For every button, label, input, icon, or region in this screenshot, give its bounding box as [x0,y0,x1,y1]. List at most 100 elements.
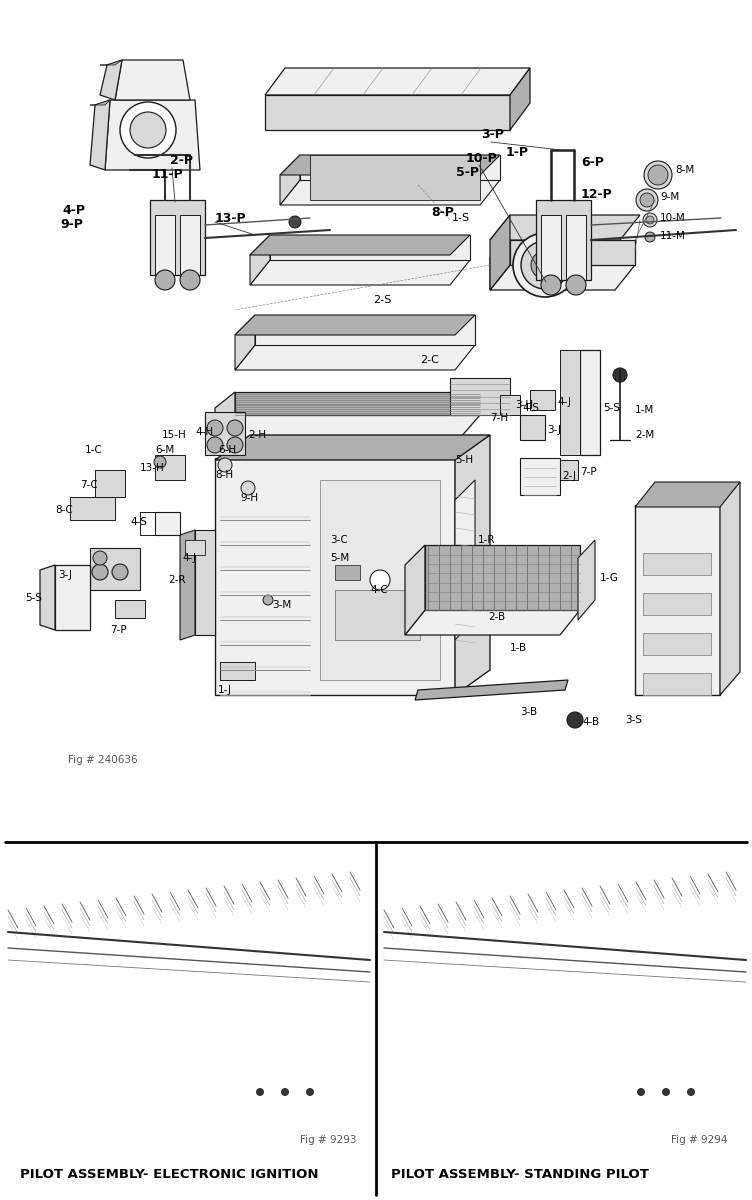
Text: 8-M: 8-M [675,164,694,175]
Text: 2-J: 2-J [562,470,576,481]
Text: 4-S: 4-S [522,403,539,413]
Bar [643,553,711,575]
Bar [335,590,420,640]
Polygon shape [205,415,235,440]
Polygon shape [180,530,195,640]
Circle shape [645,232,655,242]
Circle shape [637,1088,645,1096]
Polygon shape [415,680,568,700]
Circle shape [180,270,200,290]
Polygon shape [150,200,205,275]
Text: 7-C: 7-C [80,480,98,490]
Circle shape [207,437,223,452]
Text: 4-P: 4-P [62,204,85,216]
Polygon shape [235,346,475,370]
Polygon shape [510,68,530,130]
Text: Fig # 9294: Fig # 9294 [671,1135,727,1145]
Circle shape [636,188,658,211]
Text: 2-P: 2-P [170,154,193,167]
Bar [643,593,711,614]
Text: 1-S: 1-S [452,214,470,223]
Text: 9-M: 9-M [660,192,679,202]
Text: 3-C: 3-C [330,535,347,545]
Text: 7-P: 7-P [580,467,596,476]
Polygon shape [520,458,560,494]
Circle shape [646,216,654,224]
Text: 1-C: 1-C [85,445,103,455]
Polygon shape [635,505,720,695]
Text: 9-H: 9-H [240,493,258,503]
Circle shape [644,161,672,188]
Circle shape [130,112,166,148]
Polygon shape [155,215,175,275]
Text: Fig # 9293: Fig # 9293 [300,1135,356,1145]
Text: 4-B: 4-B [582,716,599,727]
Polygon shape [255,314,475,346]
Circle shape [648,164,668,185]
Polygon shape [578,540,595,620]
Polygon shape [520,415,545,440]
Polygon shape [215,415,480,438]
Bar [320,480,440,680]
Polygon shape [541,215,561,280]
Text: 10-P: 10-P [466,151,498,164]
Text: 3-P: 3-P [481,128,504,142]
Polygon shape [405,545,425,635]
Circle shape [640,193,654,206]
Circle shape [227,420,243,436]
Text: 4-J: 4-J [182,553,196,563]
Text: 3-B: 3-B [520,707,537,716]
Polygon shape [280,180,500,205]
Text: 4-S: 4-S [130,517,147,527]
Polygon shape [70,497,115,520]
Polygon shape [265,95,510,130]
Polygon shape [95,470,125,497]
Polygon shape [490,215,510,290]
Polygon shape [425,545,580,610]
Text: 1-R: 1-R [478,535,496,545]
Text: 13-P: 13-P [215,211,247,224]
Polygon shape [90,548,140,590]
Polygon shape [155,455,185,480]
Text: 3-H: 3-H [515,400,533,410]
Polygon shape [215,392,235,438]
Text: 13-H: 13-H [140,463,165,473]
Text: 1-B: 1-B [510,643,527,653]
Polygon shape [510,240,635,265]
Polygon shape [270,235,470,260]
Polygon shape [720,482,740,695]
Text: 3-M: 3-M [272,600,291,610]
Polygon shape [265,68,530,95]
Polygon shape [155,512,180,535]
Circle shape [93,551,107,565]
Polygon shape [100,60,122,100]
Text: 1-G: 1-G [600,572,619,583]
Polygon shape [566,215,586,280]
Polygon shape [115,600,145,618]
Text: 4-J: 4-J [557,397,571,407]
Polygon shape [235,314,255,370]
Text: 2-B: 2-B [488,612,505,622]
Circle shape [263,595,273,605]
Text: 11-M: 11-M [660,230,686,241]
Text: 11-P: 11-P [152,168,183,181]
Polygon shape [490,265,635,290]
Text: 15-H: 15-H [162,430,186,440]
Polygon shape [455,434,490,695]
Polygon shape [90,100,110,170]
Text: 5-S: 5-S [25,593,42,602]
Text: PILOT ASSEMBLY- STANDING PILOT: PILOT ASSEMBLY- STANDING PILOT [391,1169,649,1182]
Text: 2-C: 2-C [420,355,439,365]
Polygon shape [530,390,555,410]
Polygon shape [536,200,591,280]
Polygon shape [450,378,510,415]
Bar [643,673,711,695]
Polygon shape [560,350,580,455]
Text: 8-H: 8-H [215,470,233,480]
Polygon shape [180,215,200,275]
Text: 2-S: 2-S [373,295,391,305]
Text: 12-P: 12-P [581,188,613,202]
Circle shape [687,1088,695,1096]
Text: 6-M: 6-M [155,445,174,455]
Circle shape [227,437,243,452]
